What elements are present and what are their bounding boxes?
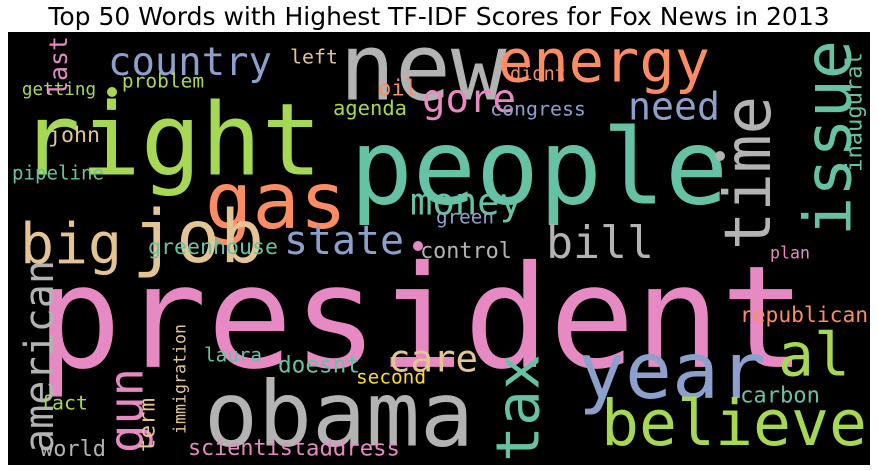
cloud-background [8, 32, 870, 465]
word-believe: believe [601, 386, 867, 460]
word-inaugural: inaugural [841, 52, 867, 172]
word-agenda: agenda [333, 96, 407, 120]
word-second: second [356, 365, 426, 388]
word-congress: congress [490, 98, 586, 121]
chart-title: Top 50 Words with Highest TF-IDF Scores … [48, 2, 830, 31]
word-last: last [44, 36, 73, 96]
word-job: job [132, 195, 264, 280]
word-immigration: immigration [170, 324, 189, 434]
word-gore: gore [422, 77, 516, 122]
word-money: money [410, 179, 522, 223]
word-carbon: carbon [740, 382, 820, 408]
word-right: right [20, 82, 322, 199]
word-scientist: scientist [188, 436, 306, 461]
word-care: care [388, 336, 478, 380]
word-world: world [40, 437, 106, 462]
word-president: president [36, 235, 806, 401]
word-fact: fact [40, 392, 88, 415]
word-issue: issue [791, 40, 866, 236]
word-obama: obama [204, 364, 474, 465]
decorative-dot-2 [413, 241, 423, 251]
word-state: state [284, 218, 404, 264]
word-time: time [712, 96, 786, 250]
decorative-dot-1 [107, 87, 117, 97]
word-pipeline: pipeline [12, 161, 104, 184]
word-people: people [350, 107, 728, 229]
word-getting: getting [22, 80, 96, 100]
word-problem: problem [122, 69, 204, 92]
decorative-dot-3 [715, 151, 725, 161]
word-republican: republican [740, 303, 868, 328]
word-al: al [778, 321, 850, 391]
word-john: john [48, 123, 100, 148]
word-oil: oil [378, 75, 418, 101]
word-left: left [290, 46, 338, 69]
word-term: term [134, 398, 160, 452]
word-tax: tax [484, 354, 554, 462]
word-didnt: didnt [510, 64, 566, 85]
word-bill: bill [546, 216, 654, 269]
word-control: control [420, 239, 512, 264]
word-greenhouse: greenhouse [148, 235, 278, 260]
word-energy: energy [498, 32, 710, 95]
word-year: year [578, 327, 766, 417]
word-gas: gas [205, 155, 347, 247]
word-doesnt: doesnt [278, 352, 360, 378]
word-green: green [436, 205, 494, 228]
word-need: need [628, 86, 720, 130]
word-plan: plan [770, 243, 810, 262]
word-country: country [108, 40, 272, 85]
word-address: address [306, 435, 400, 461]
word-laura: laura [204, 343, 262, 366]
word-gun: gun [100, 368, 155, 453]
word-american: american [17, 260, 63, 453]
word-big: big [20, 212, 122, 277]
word-new: new [339, 32, 506, 122]
